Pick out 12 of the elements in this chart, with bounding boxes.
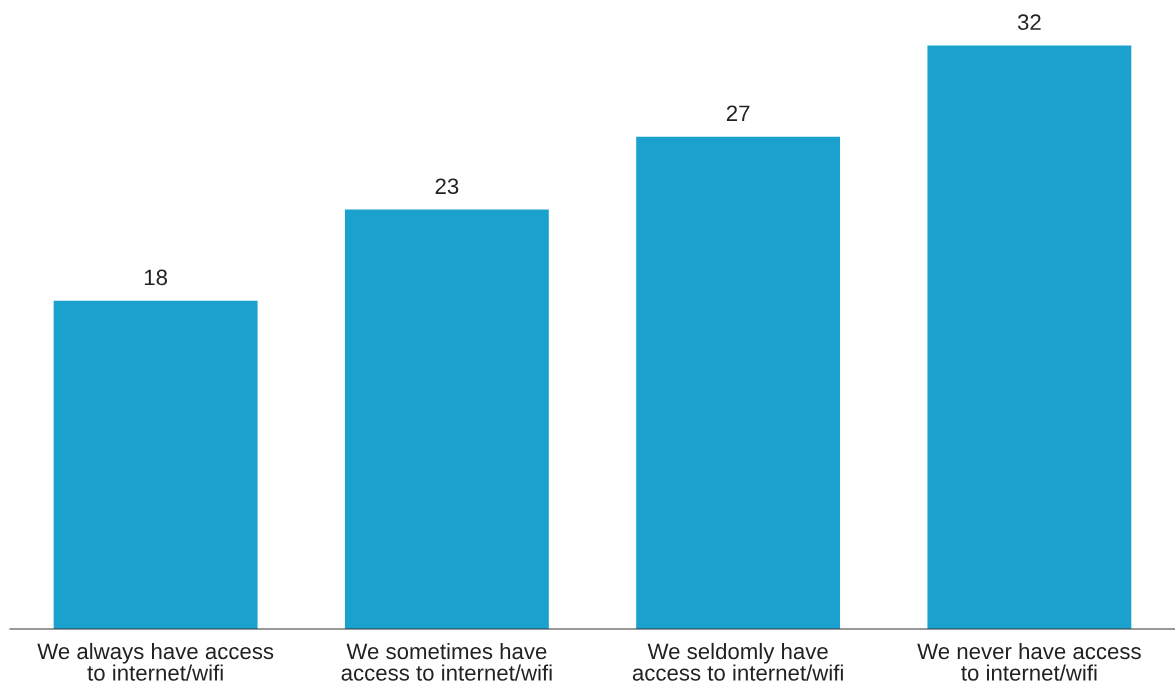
data-label: 18 [144, 269, 168, 286]
x-tick-label: We always have access to internet/wifi [37, 642, 274, 681]
x-tick-label: We sometimes have access to internet/wifi [341, 642, 552, 681]
data-label: 32 [1017, 14, 1041, 31]
data-label: 27 [726, 105, 750, 121]
x-tick-label: We never have access to internet/wifi [917, 642, 1141, 681]
bar [344, 209, 549, 629]
bar [636, 136, 841, 629]
data-label: 23 [435, 178, 459, 195]
x-tick-label: We seldomly have access to internet/wifi [632, 642, 843, 681]
bar [53, 300, 258, 629]
bar [927, 45, 1132, 629]
